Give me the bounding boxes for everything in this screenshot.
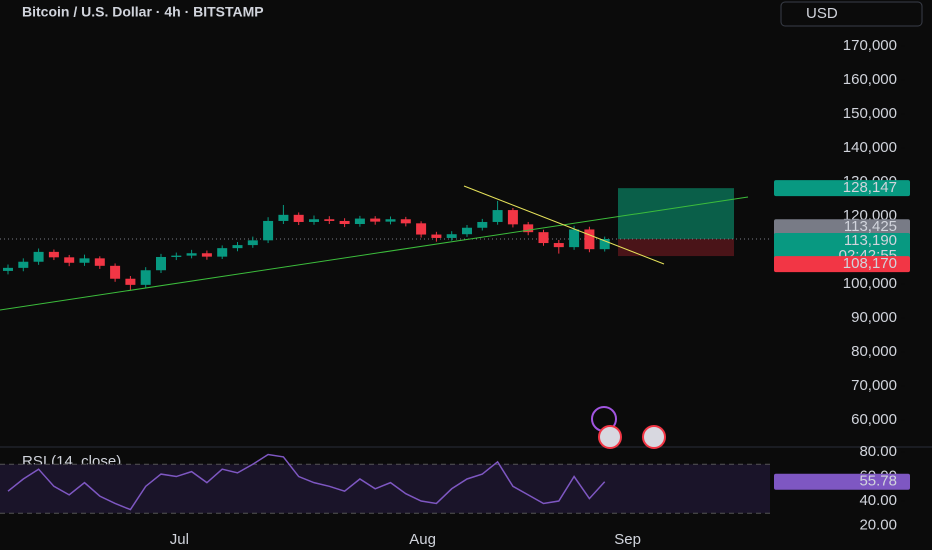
trend-line [463,185,665,265]
candle-body [523,224,534,233]
trend-line [0,196,749,311]
y-tick-label: 90,000 [851,309,897,326]
stop-zone [618,239,734,257]
candle-body [33,251,44,262]
x-tick-label: Jul [170,531,189,548]
x-tick-label: Sep [614,531,641,548]
value-tag [774,473,910,490]
candle-body [201,253,212,257]
candle-body [309,219,319,222]
price-tag-label: 128,147 [843,179,897,196]
candle-body [400,219,411,224]
candle-body [171,255,182,257]
rsi-line [7,453,606,511]
event-icon[interactable] [598,425,622,449]
candle-body [79,258,90,263]
candle-body [94,258,105,266]
candle-body [110,265,121,279]
candle-body [431,234,442,238]
candle-body [354,218,365,225]
x-tick-label: Aug [409,531,436,548]
y-tick-label: 40.00 [859,492,897,509]
candle-body [156,256,166,271]
candle-body [599,239,610,250]
y-tick-label: 80.00 [859,443,897,460]
candle-body [492,210,503,222]
price-tag-label: 108,170 [843,255,897,272]
y-tick-label: 100,000 [843,275,897,292]
y-tick-label: 70,000 [851,377,897,394]
candle-body [232,245,243,249]
candle-body [3,267,13,271]
price-tag [774,219,910,236]
chart-title: Bitcoin / U.S. Dollar · 4h · BITSTAMP [22,4,264,20]
candle-body [416,223,427,235]
candle-body [324,219,335,221]
candle-body [64,257,75,263]
value-label: 55.78 [859,473,897,490]
y-tick-label: 170,000 [843,37,897,54]
candle-body [217,248,228,257]
candle-body [186,253,197,256]
rsi-band [0,464,770,514]
candle-body [385,219,396,222]
y-tick-label: 150,000 [843,105,897,122]
candle-body [507,210,518,225]
event-icon[interactable] [642,425,666,449]
y-tick-label: 140,000 [843,139,897,156]
candle-body [125,278,136,285]
candle-body [477,221,488,228]
currency-label[interactable]: USD [806,5,838,22]
currency-button[interactable] [780,1,923,27]
candle-body [247,240,258,246]
candle-body [553,243,564,248]
y-tick-label: 80,000 [851,343,897,360]
candle-body [140,270,151,285]
y-tick-label: 160,000 [843,71,897,88]
y-tick-label: 60,000 [851,411,897,428]
candle-body [569,229,580,248]
y-tick-label: 20.00 [859,516,897,533]
candle-body [18,261,29,268]
price-tag [774,180,910,197]
price-tag-label: 113,190 [844,232,897,249]
candle-body [48,251,59,258]
candle-body [293,214,304,222]
candle-body [263,220,274,241]
candle-body [584,229,595,250]
candle-body [446,234,457,238]
candle-body [278,214,289,221]
price-tag [774,256,910,273]
candle-body [339,220,350,225]
candle-body [370,218,381,222]
price-tag-label: 113,425 [844,218,897,235]
candle-body [538,232,549,244]
candle-body [462,227,472,235]
